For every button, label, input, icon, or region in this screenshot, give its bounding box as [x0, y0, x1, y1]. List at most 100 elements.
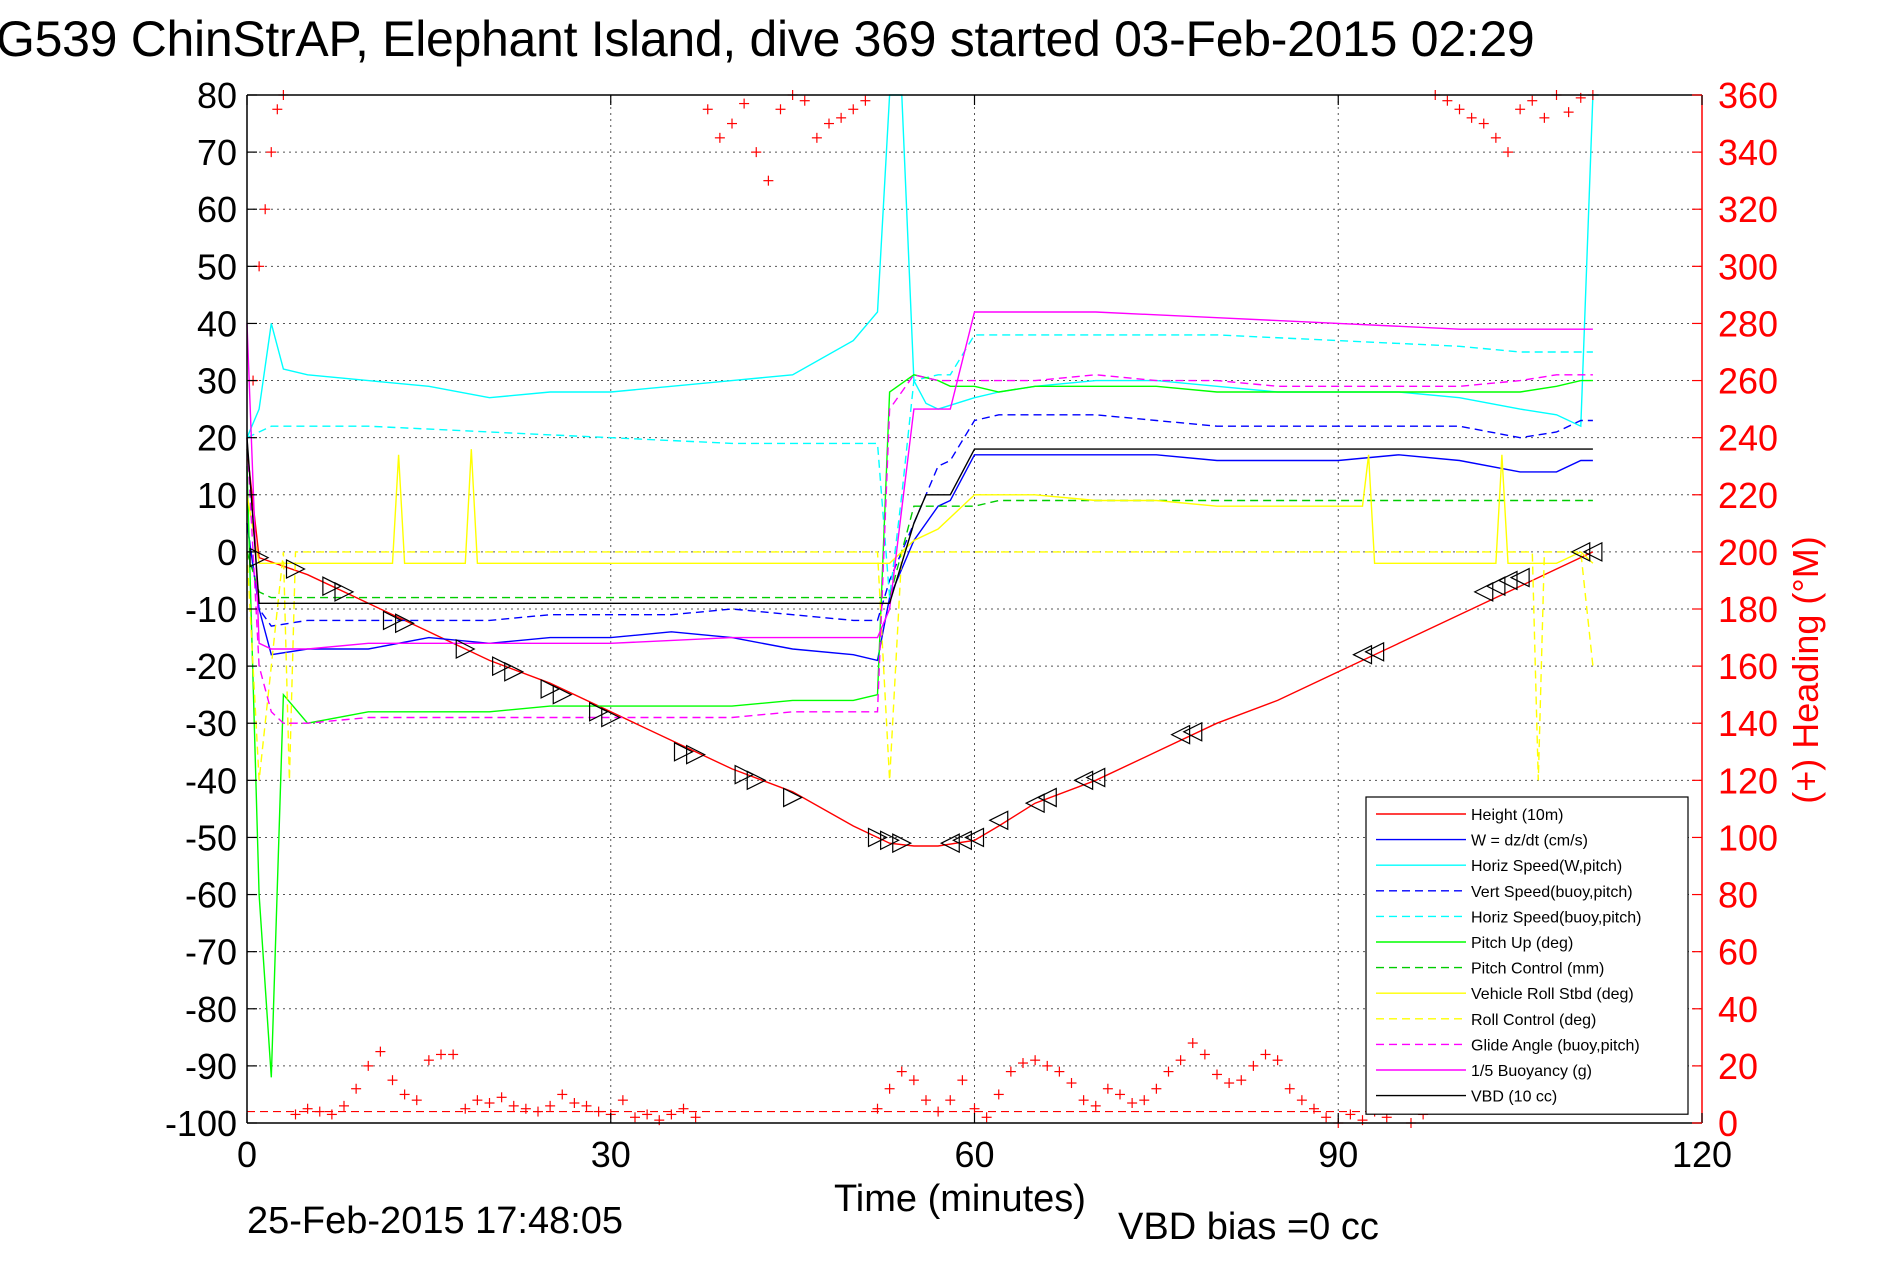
- series-line: [246, 374, 1593, 1078]
- y-tick-label-right: 300: [1718, 246, 1778, 287]
- heading-point: [1212, 1069, 1222, 1080]
- height-marker: [1182, 721, 1203, 742]
- y-tick-label-right: 100: [1718, 817, 1778, 858]
- y-tick-label-left: -90: [185, 1046, 237, 1087]
- heading-point: [811, 132, 822, 143]
- heading-point: [872, 1103, 883, 1114]
- legend-label: Glide Angle (buoy,pitch): [1471, 1037, 1640, 1054]
- heading-point: [1042, 1060, 1053, 1071]
- heading-point: [1199, 1049, 1210, 1060]
- heading-point: [1066, 1078, 1077, 1089]
- height-marker: [952, 830, 972, 851]
- series-line: [246, 437, 1593, 604]
- legend-label: Horiz Speed(W,pitch): [1471, 858, 1622, 875]
- heading-point: [1563, 107, 1574, 118]
- x-tick-label: 30: [591, 1134, 631, 1175]
- heading-point: [921, 1095, 931, 1106]
- y-tick-label-left: 20: [197, 418, 237, 459]
- heading-point: [1187, 1038, 1198, 1049]
- height-marker: [867, 827, 888, 848]
- y-tick-label-right: 160: [1718, 646, 1778, 687]
- heading-point: [1139, 1095, 1150, 1106]
- y-tick-label-left: 50: [197, 246, 237, 287]
- heading-point: [1490, 132, 1501, 143]
- heading-point: [1163, 1066, 1174, 1077]
- heading-point: [1078, 1095, 1089, 1106]
- height-marker: [285, 559, 306, 579]
- height-marker: [504, 661, 525, 682]
- heading-point: [1321, 1112, 1332, 1123]
- y-tick-label-left: 40: [197, 303, 237, 344]
- height-marker: [1036, 787, 1057, 808]
- y-tick-label-right: 60: [1718, 932, 1758, 973]
- y-tick-label-right: 280: [1718, 303, 1778, 344]
- height-marker: [964, 827, 985, 848]
- heading-point: [666, 1109, 677, 1120]
- heading-point: [260, 204, 271, 215]
- legend-label: 1/5 Buoyancy (g): [1471, 1063, 1592, 1080]
- heading-point: [496, 1092, 507, 1103]
- heading-point: [763, 175, 774, 186]
- heading-point: [508, 1100, 519, 1111]
- series-line: [246, 551, 1594, 781]
- heading-point: [678, 1103, 689, 1114]
- heading-point: [460, 1103, 471, 1114]
- heading-point: [569, 1098, 580, 1109]
- heading-point: [1090, 1100, 1101, 1111]
- heading-point: [581, 1100, 592, 1111]
- y-tick-label-left: -50: [185, 817, 237, 858]
- heading-point: [1018, 1058, 1028, 1069]
- heading-point: [423, 1055, 434, 1066]
- heading-point: [375, 1046, 386, 1057]
- legend-label: Pitch Control (mm): [1471, 961, 1604, 978]
- heading-point: [945, 1095, 956, 1106]
- heading-point: [326, 1109, 337, 1120]
- legend-label: Horiz Speed(buoy,pitch): [1471, 909, 1641, 926]
- heading-point: [630, 1112, 640, 1123]
- height-marker: [880, 830, 900, 851]
- y-tick-label-right: 0: [1718, 1103, 1738, 1144]
- y-tick-label-right: 140: [1718, 703, 1778, 744]
- y-tick-label-right: 120: [1718, 760, 1778, 801]
- height-marker: [1570, 541, 1591, 562]
- y-tick-label-right: 80: [1718, 875, 1758, 916]
- y-tick-label-left: -10: [185, 589, 237, 630]
- height-marker: [1024, 793, 1045, 814]
- y-tick-label-right: 340: [1718, 132, 1778, 173]
- y-tick-label-right: 20: [1718, 1046, 1758, 1087]
- heading-point: [981, 1112, 992, 1123]
- height-marker: [322, 576, 343, 597]
- y-tick-label-right: 320: [1718, 189, 1778, 230]
- heading-point: [642, 1109, 653, 1120]
- height-marker: [734, 764, 755, 785]
- heading-point: [1454, 104, 1465, 115]
- height-marker: [334, 581, 355, 602]
- x-tick-label: 120: [1672, 1134, 1732, 1175]
- heading-point: [351, 1083, 362, 1094]
- y-tick-label-right: 220: [1718, 475, 1778, 516]
- heading-point: [1260, 1049, 1271, 1060]
- right-axis-label: (+) Heading (°M): [1785, 536, 1826, 804]
- legend-label: W = dz/dt (cm/s): [1471, 833, 1588, 850]
- heading-point: [860, 95, 871, 106]
- height-marker: [552, 684, 573, 705]
- heading-point: [557, 1089, 568, 1100]
- heading-point: [908, 1075, 919, 1086]
- heading-point: [1478, 118, 1489, 129]
- y-tick-label-right: 360: [1718, 75, 1778, 116]
- height-marker: [395, 613, 415, 634]
- height-marker: [1497, 570, 1518, 591]
- y-tick-label-left: 10: [197, 475, 237, 516]
- height-marker: [1485, 576, 1506, 597]
- heading-point: [266, 147, 277, 158]
- heading-point: [363, 1060, 374, 1071]
- series-line: [246, 311, 1593, 650]
- x-tick-label: 0: [237, 1134, 257, 1175]
- heading-point: [751, 147, 762, 158]
- y-tick-label-left: 0: [217, 532, 237, 573]
- heading-point: [272, 104, 283, 115]
- y-tick-label-left: 70: [197, 132, 237, 173]
- height-marker: [673, 741, 694, 762]
- heading-point: [436, 1049, 446, 1060]
